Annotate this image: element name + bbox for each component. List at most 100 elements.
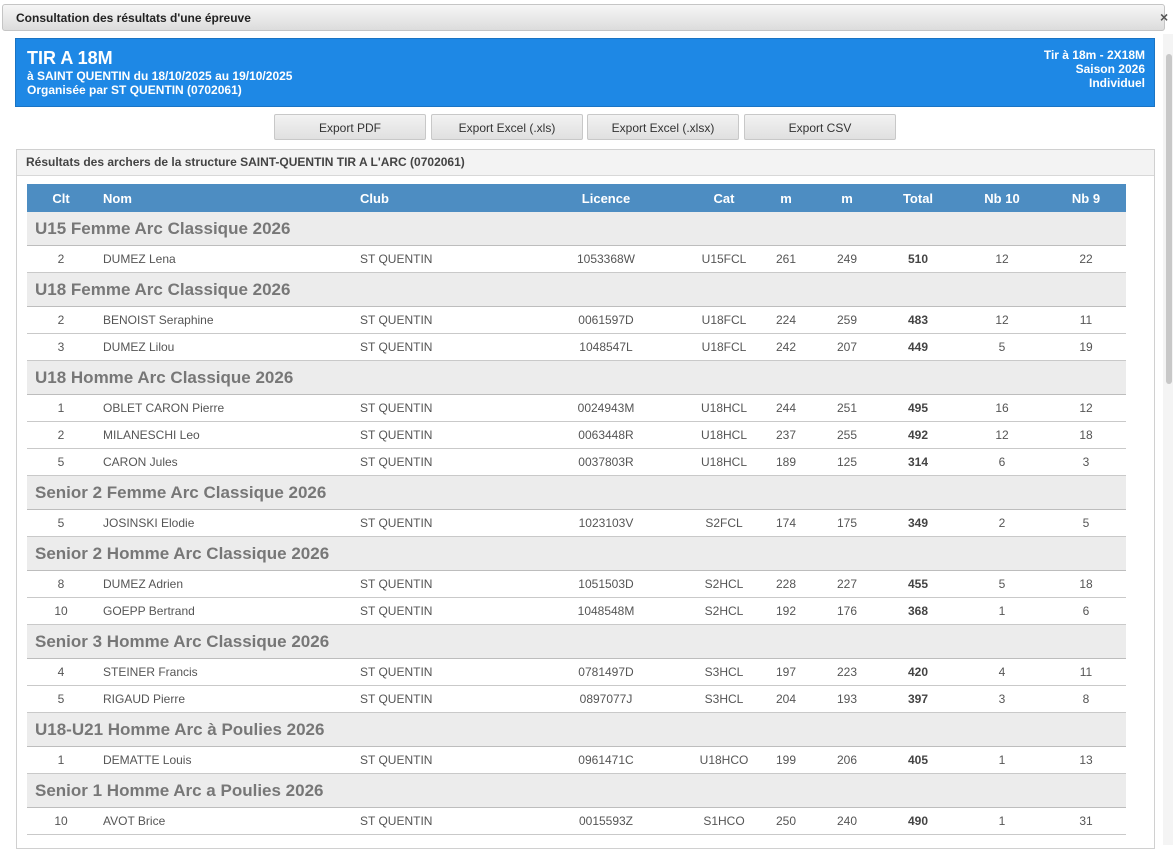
- category-group-title: U18 Femme Arc Classique 2026: [27, 272, 1126, 307]
- table-row[interactable]: 1 DEMATTE Louis ST QUENTIN 0961471C U18HCO 19…: [27, 746, 1126, 774]
- cell-nb9: 18: [1046, 570, 1126, 598]
- cell-nb9: 11: [1046, 306, 1126, 334]
- cell-nom: DUMEZ Lena: [95, 245, 360, 273]
- cell-cat: U15FCL: [692, 245, 756, 273]
- cell-licence: 0037803R: [520, 448, 692, 476]
- cell-m2: 240: [816, 807, 878, 835]
- table-row[interactable]: 2 MILANESCHI Leo ST QUENTIN 0063448R U18HCL 2…: [27, 421, 1126, 449]
- cell-club: ST QUENTIN: [360, 597, 520, 625]
- cell-m1: 242: [756, 333, 816, 361]
- cell-m1: 261: [756, 245, 816, 273]
- cell-total: 314: [878, 448, 958, 476]
- cell-licence: 1048548M: [520, 597, 692, 625]
- column-header-m2[interactable]: m: [816, 184, 878, 212]
- dialog-title: Consultation des résultats d'une épreuve: [16, 11, 251, 25]
- table-row[interactable]: 8 DUMEZ Adrien ST QUENTIN 1051503D S2HCL 228 2…: [27, 570, 1126, 598]
- table-row[interactable]: 2 BENOIST Seraphine ST QUENTIN 0061597D U18F…: [27, 306, 1126, 334]
- table-row[interactable]: 2 DUMEZ Lena ST QUENTIN 1053368W U15FCL 261 24…: [27, 245, 1126, 273]
- cell-total: 455: [878, 570, 958, 598]
- cell-nb9: 22: [1046, 245, 1126, 273]
- cell-nom: GOEPP Bertrand: [95, 597, 360, 625]
- export-pdf-button[interactable]: Export PDF: [274, 114, 426, 140]
- cell-cat: S2HCL: [692, 597, 756, 625]
- category-group-row: U18-U21 Homme Arc à Poulies 2026: [27, 712, 1126, 747]
- column-header-nom[interactable]: Nom: [95, 184, 360, 212]
- cell-m1: 244: [756, 394, 816, 422]
- category-group-title: U15 Femme Arc Classique 2026: [27, 212, 1126, 246]
- table-row[interactable]: 10 GOEPP Bertrand ST QUENTIN 1048548M S2HCL 1…: [27, 597, 1126, 625]
- export-xlsx-button[interactable]: Export Excel (.xlsx): [587, 114, 739, 140]
- category-group-title: Senior 2 Femme Arc Classique 2026: [27, 475, 1126, 510]
- cell-total: 420: [878, 658, 958, 686]
- cell-nb10: 1: [958, 807, 1046, 835]
- table-row[interactable]: 3 DUMEZ Lilou ST QUENTIN 1048547L U18FCL 242 2…: [27, 333, 1126, 361]
- cell-nb10: 3: [958, 685, 1046, 713]
- column-header-nb9[interactable]: Nb 9: [1046, 184, 1126, 212]
- cell-m2: 193: [816, 685, 878, 713]
- cell-nb9: 13: [1046, 746, 1126, 774]
- table-row[interactable]: 5 CARON Jules ST QUENTIN 0037803R U18HCL 189 1…: [27, 448, 1126, 476]
- cell-total: 483: [878, 306, 958, 334]
- cell-m1: 250: [756, 807, 816, 835]
- cell-nb10: 2: [958, 509, 1046, 537]
- cell-nb10: 12: [958, 306, 1046, 334]
- cell-m2: 249: [816, 245, 878, 273]
- cell-clt: 4: [27, 658, 95, 686]
- column-header-nb10[interactable]: Nb 10: [958, 184, 1046, 212]
- cell-nb9: 18: [1046, 421, 1126, 449]
- cell-nom: AVOT Brice: [95, 807, 360, 835]
- table-row[interactable]: 4 STEINER Francis ST QUENTIN 0781497D S3HCL 1…: [27, 658, 1126, 686]
- cell-licence: 0024943M: [520, 394, 692, 422]
- column-header-licence[interactable]: Licence: [520, 184, 692, 212]
- table-row[interactable]: 1 OBLET CARON Pierre ST QUENTIN 0024943M U18…: [27, 394, 1126, 422]
- scrollbar-thumb[interactable]: [1166, 54, 1172, 384]
- cell-nb9: 19: [1046, 333, 1126, 361]
- category-group-row: U15 Femme Arc Classique 2026: [27, 212, 1126, 246]
- results-table: Clt Nom Club Licence Cat m m Total Nb 10…: [27, 184, 1126, 835]
- cell-clt: 5: [27, 685, 95, 713]
- cell-club: ST QUENTIN: [360, 807, 520, 835]
- cell-clt: 10: [27, 807, 95, 835]
- cell-cat: S2HCL: [692, 570, 756, 598]
- cell-nb10: 4: [958, 658, 1046, 686]
- column-header-clt[interactable]: Clt: [27, 184, 95, 212]
- cell-clt: 8: [27, 570, 95, 598]
- cell-nom: CARON Jules: [95, 448, 360, 476]
- cell-m1: 228: [756, 570, 816, 598]
- table-row[interactable]: 5 JOSINSKI Elodie ST QUENTIN 1023103V S2FCL 1…: [27, 509, 1126, 537]
- table-row[interactable]: 10 AVOT Brice ST QUENTIN 0015593Z S1HCO 250 24…: [27, 807, 1126, 835]
- export-csv-button[interactable]: Export CSV: [744, 114, 896, 140]
- cell-total: 495: [878, 394, 958, 422]
- cell-nom: BENOIST Seraphine: [95, 306, 360, 334]
- cell-nom: DEMATTE Louis: [95, 746, 360, 774]
- cell-club: ST QUENTIN: [360, 394, 520, 422]
- panel-header: Résultats des archers de la structure SA…: [17, 150, 1154, 176]
- cell-nom: JOSINSKI Elodie: [95, 509, 360, 537]
- cell-licence: 0063448R: [520, 421, 692, 449]
- category-group-row: Senior 2 Femme Arc Classique 2026: [27, 475, 1126, 510]
- cell-nom: OBLET CARON Pierre: [95, 394, 360, 422]
- cell-club: ST QUENTIN: [360, 245, 520, 273]
- column-header-cat[interactable]: Cat: [692, 184, 756, 212]
- column-header-club[interactable]: Club: [360, 184, 520, 212]
- cell-nom: MILANESCHI Leo: [95, 421, 360, 449]
- event-info: Tir à 18m - 2X18M Saison 2026 Individuel: [1044, 48, 1145, 90]
- cell-clt: 2: [27, 245, 95, 273]
- category-group-title: U18 Homme Arc Classique 2026: [27, 360, 1126, 395]
- cell-clt: 1: [27, 394, 95, 422]
- cell-cat: S3HCL: [692, 685, 756, 713]
- cell-m1: 237: [756, 421, 816, 449]
- event-dates: à SAINT QUENTIN du 18/10/2025 au 19/10/2…: [27, 69, 293, 83]
- column-header-m1[interactable]: m: [756, 184, 816, 212]
- table-row[interactable]: 5 RIGAUD Pierre ST QUENTIN 0897077J S3HCL 204…: [27, 685, 1126, 713]
- scrollbar[interactable]: [1163, 34, 1173, 845]
- cell-clt: 5: [27, 509, 95, 537]
- cell-cat: U18HCL: [692, 394, 756, 422]
- event-season: Saison 2026: [1075, 62, 1145, 76]
- column-header-total[interactable]: Total: [878, 184, 958, 212]
- export-xls-button[interactable]: Export Excel (.xls): [431, 114, 583, 140]
- cell-nb9: 3: [1046, 448, 1126, 476]
- close-icon[interactable]: ×: [1160, 9, 1169, 25]
- event-organizer: Organisée par ST QUENTIN (0702061): [27, 83, 242, 97]
- cell-m2: 176: [816, 597, 878, 625]
